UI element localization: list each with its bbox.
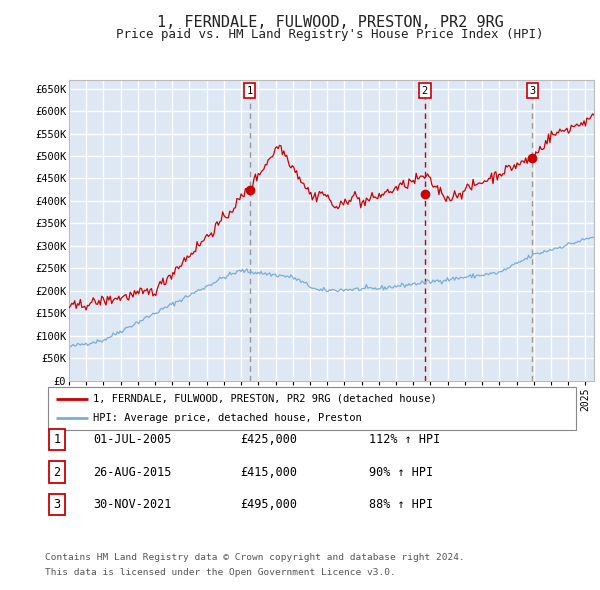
Text: 30-NOV-2021: 30-NOV-2021	[93, 498, 172, 511]
Text: 01-JUL-2005: 01-JUL-2005	[93, 433, 172, 446]
Text: HPI: Average price, detached house, Preston: HPI: Average price, detached house, Pres…	[93, 413, 362, 423]
Text: 2: 2	[422, 86, 428, 96]
Text: 1, FERNDALE, FULWOOD, PRESTON, PR2 9RG (detached house): 1, FERNDALE, FULWOOD, PRESTON, PR2 9RG (…	[93, 394, 437, 404]
Text: 2: 2	[53, 466, 61, 478]
FancyBboxPatch shape	[48, 387, 576, 430]
Text: Contains HM Land Registry data © Crown copyright and database right 2024.: Contains HM Land Registry data © Crown c…	[45, 553, 465, 562]
Text: £495,000: £495,000	[240, 498, 297, 511]
Text: 90% ↑ HPI: 90% ↑ HPI	[369, 466, 433, 478]
Text: 3: 3	[53, 498, 61, 511]
Text: 3: 3	[529, 86, 536, 96]
Text: 1: 1	[53, 433, 61, 446]
Text: £425,000: £425,000	[240, 433, 297, 446]
Text: 112% ↑ HPI: 112% ↑ HPI	[369, 433, 440, 446]
Text: 1, FERNDALE, FULWOOD, PRESTON, PR2 9RG: 1, FERNDALE, FULWOOD, PRESTON, PR2 9RG	[157, 15, 503, 30]
Text: This data is licensed under the Open Government Licence v3.0.: This data is licensed under the Open Gov…	[45, 568, 396, 577]
Text: 1: 1	[247, 86, 253, 96]
Text: 26-AUG-2015: 26-AUG-2015	[93, 466, 172, 478]
Text: £415,000: £415,000	[240, 466, 297, 478]
Text: Price paid vs. HM Land Registry's House Price Index (HPI): Price paid vs. HM Land Registry's House …	[116, 28, 544, 41]
Text: 88% ↑ HPI: 88% ↑ HPI	[369, 498, 433, 511]
